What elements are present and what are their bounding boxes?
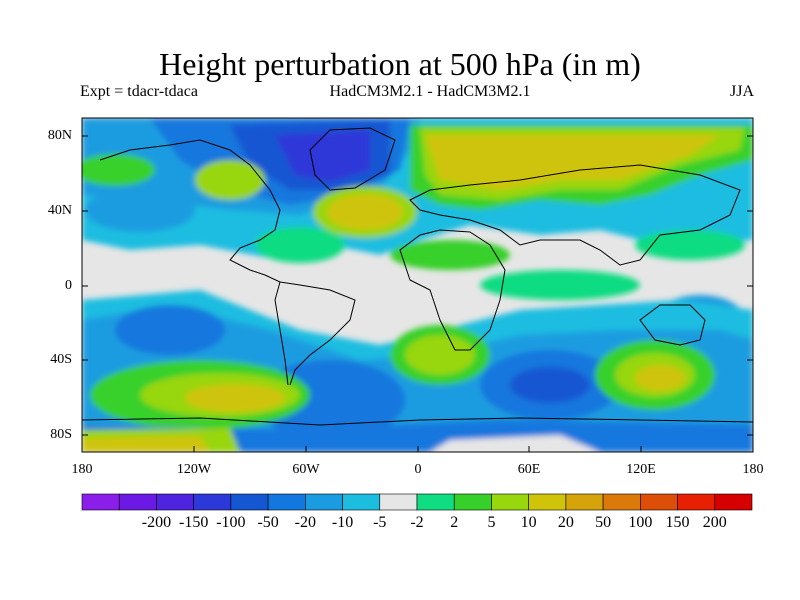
colorbar-swatch [379, 493, 418, 511]
y-tick-0: 0 [65, 278, 72, 293]
colorbar-label: 150 [665, 514, 690, 531]
colorbar-swatch [640, 493, 678, 511]
colorbar-label: 100 [628, 514, 653, 531]
map-title: Height perturbation at 500 hPa (in m) [159, 46, 641, 82]
model-label: HadCM3M2.1 - HadCM3M2.1 [329, 83, 531, 100]
colorbar-swatch [714, 493, 753, 511]
x-tick-60e: 60E [517, 462, 541, 477]
colorbar-swatch [230, 493, 269, 511]
colorbar-label: 20 [557, 514, 574, 531]
y-tick-40n: 40N [47, 203, 72, 218]
colorbar-label: -2 [410, 514, 424, 531]
coastlines [82, 127, 753, 426]
colorbar-swatch [156, 493, 194, 511]
colorbar-label: -5 [373, 514, 387, 531]
colorbar-label: 5 [487, 514, 496, 531]
experiment-label: Expt = tdacr-tdaca [80, 83, 198, 100]
y-tick-80s: 80S [50, 427, 72, 442]
colorbar-swatch [565, 493, 604, 511]
x-tick-180e: 180 [742, 462, 764, 477]
x-tick-120w: 120W [176, 462, 212, 477]
colorbar-swatch [453, 493, 492, 511]
colorbar-swatch [305, 493, 343, 511]
colorbar-label: -150 [178, 514, 209, 531]
axis-ticks [81, 135, 754, 452]
colorbar-swatch [416, 493, 455, 511]
colorbar-label: -100 [216, 514, 246, 531]
colorbar-label: 10 [520, 514, 537, 531]
colorbar-swatch [81, 493, 120, 511]
x-tick-0: 0 [414, 462, 422, 477]
colorbar-swatch [602, 493, 641, 511]
colorbar-label: -20 [294, 514, 316, 531]
colorbar-swatch [267, 493, 306, 511]
colorbar-label: 200 [702, 514, 727, 531]
colorbar-swatch [491, 493, 529, 511]
colorbar-label: -10 [331, 514, 354, 531]
colorbar-swatch [342, 493, 381, 511]
colorbar-label: -200 [141, 514, 172, 531]
colorbar-label: 2 [450, 514, 459, 531]
y-tick-40s: 40S [50, 352, 72, 367]
colorbar [81, 493, 753, 511]
season-label: JJA [729, 83, 754, 100]
colorbar-swatch [193, 493, 232, 511]
x-tick-60w: 60W [292, 462, 320, 477]
colorbar-swatch [677, 493, 716, 511]
colorbar-label: -50 [257, 514, 279, 531]
y-tick-80n: 80N [47, 128, 72, 143]
x-tick-180w: 180 [71, 462, 93, 477]
contour-field [82, 118, 753, 452]
colorbar-swatch [118, 493, 157, 511]
colorbar-label: 50 [595, 514, 612, 531]
x-tick-120e: 120E [626, 462, 656, 477]
colorbar-swatch [528, 493, 567, 511]
